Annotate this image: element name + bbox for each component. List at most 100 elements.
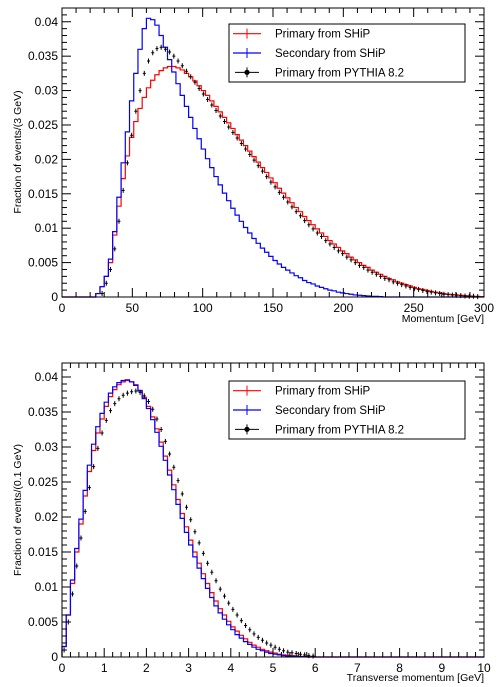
data-point: [282, 648, 286, 654]
legend-label: Secondary from SHiP: [275, 405, 386, 417]
data-point: [387, 277, 391, 283]
data-point: [353, 260, 357, 266]
data-point: [109, 408, 113, 414]
data-point: [130, 389, 134, 395]
data-point: [100, 430, 104, 436]
data-point: [227, 124, 231, 130]
data-point: [117, 218, 121, 224]
data-point: [218, 586, 222, 592]
data-point: [193, 529, 197, 535]
data-point: [206, 560, 210, 566]
data-point: [421, 287, 425, 293]
x-tick-label: 5: [270, 661, 277, 675]
legend-label: Secondary from SHiP: [275, 48, 386, 60]
data-point: [155, 416, 159, 422]
data-point: [433, 290, 437, 296]
data-point: [391, 279, 395, 285]
y-tick-label: 0.015: [28, 545, 58, 559]
legend: Primary from SHiP Secondary from SHiP Prim…: [228, 23, 466, 83]
y-tick-label: 0.025: [28, 475, 58, 489]
legend-marker: [244, 69, 250, 75]
data-point: [345, 254, 349, 260]
data-point: [404, 283, 408, 289]
data-point: [311, 226, 315, 232]
data-point: [294, 651, 298, 656]
y-tick-label: 0.01: [35, 580, 59, 594]
data-point: [320, 233, 324, 239]
data-point: [206, 97, 210, 103]
y-tick-label: 0.02: [35, 152, 59, 166]
legend-box: [228, 23, 466, 83]
data-point: [332, 244, 336, 250]
chart-panel-1: 0 50 100 150 200 250 300 0 0.005 0.01 0.015 0.02 0.0…: [12, 7, 494, 325]
y-tick-label: 0: [51, 290, 58, 304]
y-axis-title: Fraction of events/(0.1 GeV): [12, 444, 24, 576]
data-point: [138, 88, 142, 94]
x-tick-label: 250: [404, 301, 424, 315]
data-point: [290, 204, 294, 210]
data-point: [159, 44, 163, 50]
data-point: [172, 464, 176, 470]
data-point: [184, 68, 188, 74]
x-tick-label: 3: [185, 661, 192, 675]
data-point: [303, 218, 307, 224]
data-point: [184, 504, 188, 510]
data-point: [147, 399, 151, 404]
data-point: [265, 174, 269, 180]
data-point: [113, 246, 117, 252]
data-point: [117, 396, 121, 402]
data-point: [336, 248, 340, 254]
data-point: [109, 266, 113, 272]
y-axis-title: Fraction of events/(3 GeV): [12, 90, 24, 213]
data-point: [113, 401, 117, 407]
series-1-step-line: [62, 65, 485, 298]
data-point: [125, 390, 129, 396]
data-point: [83, 508, 87, 514]
y-tick-label: 0.035: [28, 405, 58, 419]
x-tick-label: 150: [263, 301, 283, 315]
data-point: [142, 70, 146, 76]
data-point: [222, 119, 226, 125]
data-point: [277, 189, 281, 195]
data-point: [231, 130, 235, 136]
data-point: [151, 406, 155, 412]
data-point: [248, 627, 252, 633]
data-point: [374, 271, 378, 277]
data-point: [75, 563, 79, 569]
data-point: [252, 157, 256, 163]
data-point: [260, 637, 264, 643]
x-tick-label: 100: [193, 301, 213, 315]
data-point: [235, 135, 239, 141]
data-point: [311, 653, 315, 659]
x-tick-label: 2: [143, 661, 150, 675]
x-tick-label: 50: [126, 301, 140, 315]
data-point: [273, 644, 277, 650]
data-point: [446, 292, 450, 298]
x-axis-title: Momentum [GeV]: [402, 313, 484, 325]
y-tick-label: 0.005: [28, 256, 58, 270]
data-point: [79, 535, 83, 541]
y-tick-label: 0.04: [35, 15, 59, 29]
data-point: [463, 293, 467, 299]
data-point: [197, 540, 201, 546]
series-3-markers: [62, 388, 315, 659]
data-point: [366, 267, 370, 273]
data-point: [239, 618, 243, 624]
legend: Primary from SHiP Secondary from SHiP Prim…: [228, 380, 466, 440]
y-tick-label: 0.025: [28, 118, 58, 132]
y-tick-label: 0.005: [28, 615, 58, 629]
data-point: [168, 451, 172, 457]
x-tick-label: 8: [396, 661, 403, 675]
chart-panel-2: 0 1 2 3 4 5 6 7 8 9 10 0 0.005 0.01 0.015 0.02 0.025 0.03…: [12, 362, 491, 684]
data-point: [151, 50, 155, 56]
data-point: [244, 146, 248, 152]
data-point: [256, 163, 260, 169]
data-point: [438, 291, 442, 297]
x-tick-label: 10: [477, 661, 491, 675]
data-point: [244, 623, 248, 628]
data-point: [142, 393, 146, 399]
data-point: [358, 262, 362, 268]
data-point: [315, 230, 319, 236]
data-point: [231, 606, 235, 612]
data-point: [379, 273, 383, 279]
